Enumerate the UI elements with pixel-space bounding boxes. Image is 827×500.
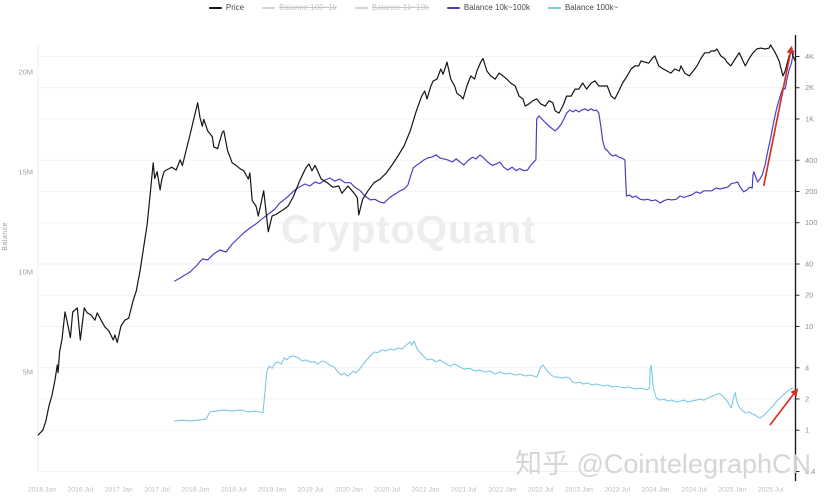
right-axis-tick-label: 4	[805, 363, 809, 372]
legend-item-balance-1k-10k[interactable]: Balance 1k~10k	[354, 3, 429, 12]
x-axis-tick-label: 2019 Jul	[298, 487, 324, 494]
legend-swatch-icon	[354, 6, 368, 9]
chart-legend: Price Balance 100~1k Balance 1k~10k Balance…	[0, 3, 827, 12]
right-axis-tick-label: 0.4	[805, 467, 815, 476]
left-axis-tick-label: 10M	[18, 268, 33, 277]
series-line-price	[37, 44, 796, 436]
legend-item-label: Balance 10k~100k	[463, 3, 530, 12]
annotation-arrow	[769, 388, 799, 426]
right-axis-tick-label: 200	[805, 187, 818, 196]
right-axis-tick-label: 20	[805, 291, 813, 300]
series-line-balance-100k-	[174, 340, 794, 422]
legend-item-balance-100k-[interactable]: Balance 100k~	[547, 3, 619, 12]
x-axis-tick-label: 2023 Jan	[565, 487, 593, 494]
right-axis-tick-label: 2	[805, 394, 809, 403]
right-axis-tick-label: 400	[805, 156, 818, 165]
zhihu-author-watermark: 知乎 @CointelegraphCN	[514, 449, 811, 479]
x-axis-tick-label: 2025 Jul	[758, 487, 784, 494]
legend-item-label: Balance 100k~	[564, 3, 619, 12]
right-axis-tick-label: 1	[805, 426, 809, 435]
right-axis-tick-label: 2K	[805, 83, 814, 92]
right-axis-tick-label: 1K	[805, 114, 814, 123]
x-axis-tick-label: 2018 Jul	[221, 487, 247, 494]
x-axis-tick-label: 2024 Jul	[681, 487, 707, 494]
legend-item-label: Price	[225, 3, 245, 12]
series-line-balance-10k-100k	[174, 50, 795, 282]
x-axis-tick-label: 2021 Jul	[451, 487, 477, 494]
x-axis-tick-label: 2022 Jan	[488, 487, 516, 494]
x-axis-tick-label: 2022 Jul	[528, 487, 554, 494]
left-axis-tick-label: 5M	[23, 368, 33, 377]
x-axis-tick-label: 2019 Jan	[258, 487, 286, 494]
legend-item-label: Balance 100~1k	[279, 3, 337, 12]
legend-item-balance-100-1k[interactable]: Balance 100~1k	[262, 3, 337, 12]
legend-swatch-icon	[446, 6, 460, 9]
right-axis-tick-label: 40	[805, 260, 813, 269]
x-axis-tick-label: 2024 Jan	[642, 487, 670, 494]
x-axis-tick-label: 2021 Jan	[412, 487, 440, 494]
legend-swatch-icon	[547, 6, 561, 9]
x-axis-tick-label: 2017 Jul	[144, 487, 170, 494]
annotation-arrow	[762, 45, 795, 187]
legend-swatch-icon	[208, 6, 222, 9]
cryptoquant-watermark: CryptoQuant	[281, 208, 537, 252]
x-axis-tick-label: 2023 Jul	[604, 487, 630, 494]
right-axis-tick-label: 10	[805, 322, 813, 331]
x-axis-tick-label: 2017 Jan	[105, 487, 133, 494]
x-axis-tick-label: 2018 Jan	[181, 487, 209, 494]
legend-item-label: Balance 1k~10k	[371, 3, 429, 12]
x-axis-tick-label: 2016 Jul	[67, 487, 93, 494]
x-axis-tick-label: 2020 Jul	[374, 487, 400, 494]
legend-item-balance-10k-100k[interactable]: Balance 10k~100k	[446, 3, 530, 12]
x-axis-tick-label: 2020 Jan	[335, 487, 363, 494]
legend-item-price[interactable]: Price	[208, 3, 245, 12]
left-axis-tick-label: 20M	[18, 68, 33, 77]
right-axis-tick-label: 100	[805, 218, 818, 227]
left-axis-tick-label: 15M	[18, 168, 33, 177]
legend-swatch-icon	[262, 6, 276, 9]
right-axis-tick-label: 4K	[805, 52, 814, 61]
x-axis-tick-label: 2016 Jan	[28, 487, 56, 494]
x-axis-tick-label: 2025 Jan	[718, 487, 746, 494]
